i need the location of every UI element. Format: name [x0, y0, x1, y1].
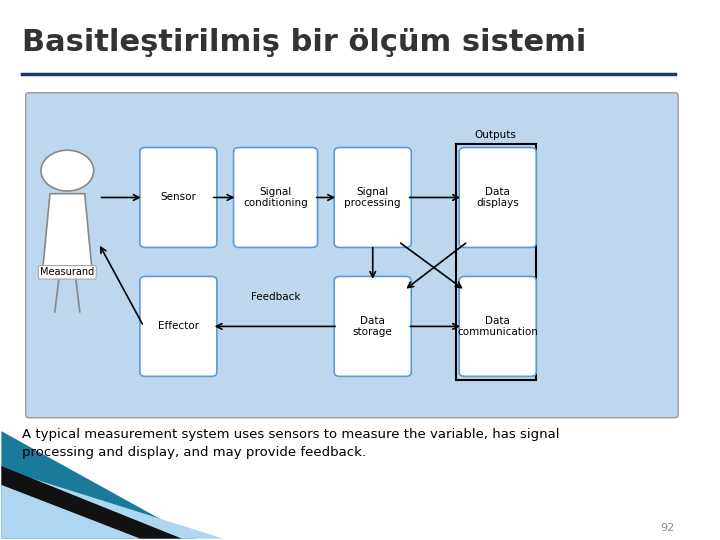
Text: Effector: Effector [158, 321, 199, 332]
Text: A typical measurement system uses sensors to measure the variable, has signal
pr: A typical measurement system uses sensor… [22, 428, 559, 460]
Polygon shape [1, 466, 182, 538]
FancyBboxPatch shape [233, 147, 318, 247]
Text: Signal
conditioning: Signal conditioning [243, 187, 308, 208]
FancyBboxPatch shape [334, 147, 411, 247]
Text: Data
storage: Data storage [353, 315, 392, 337]
Text: Data
communication: Data communication [457, 315, 538, 337]
Text: Signal
processing: Signal processing [344, 187, 401, 208]
Text: Basitleştirilmiş bir ölçüm sistemi: Basitleştirilmiş bir ölçüm sistemi [22, 28, 587, 57]
Text: Sensor: Sensor [161, 192, 197, 202]
Text: Data
displays: Data displays [477, 187, 519, 208]
FancyBboxPatch shape [26, 93, 678, 418]
Text: Feedback: Feedback [251, 292, 300, 302]
FancyBboxPatch shape [140, 147, 217, 247]
Polygon shape [43, 194, 91, 266]
FancyBboxPatch shape [140, 276, 217, 376]
Text: Outputs: Outputs [474, 130, 516, 140]
Polygon shape [1, 469, 223, 538]
Text: 92: 92 [660, 523, 675, 533]
Circle shape [41, 150, 94, 191]
Polygon shape [1, 431, 196, 538]
FancyBboxPatch shape [459, 276, 536, 376]
FancyBboxPatch shape [459, 147, 536, 247]
Text: Measurand: Measurand [40, 267, 94, 278]
FancyBboxPatch shape [334, 276, 411, 376]
